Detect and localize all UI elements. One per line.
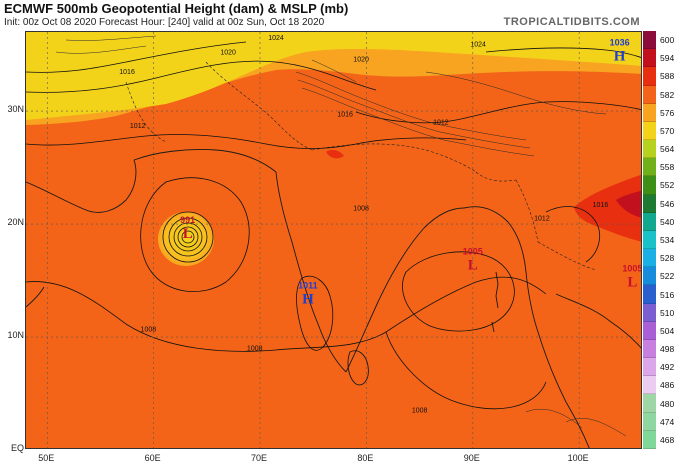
colorbar-swatch (643, 103, 656, 122)
pressure-center-value: 1011 (298, 280, 318, 290)
forecast-subtitle: Init: 00z Oct 08 2020 Forecast Hour: [24… (4, 17, 325, 28)
isobar-label: 1024 (470, 42, 486, 49)
colorbar-swatch (643, 31, 656, 50)
height-field-570 (26, 32, 641, 120)
cyclone-height-anomaly (158, 212, 214, 266)
colorbar-label: 576 (660, 107, 675, 118)
colorbar-swatch (643, 194, 656, 213)
colorbar-swatch (643, 321, 656, 340)
longitude-label: 90E (463, 453, 480, 463)
colorbar-swatch (643, 121, 656, 141)
political-borders (125, 61, 597, 271)
colorbar-label: 480 (660, 398, 675, 409)
isobars (26, 41, 641, 410)
chart-title: ECMWF 500mb Geopotential Height (dam) & … (4, 1, 349, 16)
colorbar-label: 486 (660, 380, 675, 391)
colorbar-label: 504 (660, 325, 675, 336)
colorbar-label: 558 (660, 162, 675, 173)
cyclone-isobars (162, 211, 214, 263)
isobar-label: 1016 (337, 112, 353, 119)
pressure-center-value: 991 (180, 215, 195, 225)
isobar-labels: 1016 1020 1024 1020 1024 1016 1012 1012 1008 1008… (119, 35, 608, 415)
colorbar-swatch (643, 85, 656, 104)
high-pressure-symbol: H (614, 49, 626, 65)
isobar-label: 1008 (353, 205, 369, 212)
low-pressure-symbol: L (183, 226, 193, 242)
colorbar-swatch (643, 212, 656, 231)
longitude-label: 70E (251, 453, 268, 463)
colorbar-swatch (643, 285, 656, 304)
colorbar-label: 594 (660, 53, 675, 64)
colorbar-label: 528 (660, 253, 675, 264)
colorbar-swatch (643, 394, 656, 413)
colorbar-swatch (643, 267, 656, 286)
isobar-label: 1012 (130, 123, 146, 130)
isobar-label: 1024 (268, 35, 284, 42)
high-pressure-symbol: H (302, 291, 314, 307)
isobar-label: 1008 (247, 346, 263, 353)
colorbar-swatch (643, 430, 656, 449)
isobar-label: 1008 (141, 326, 157, 333)
terrain-contours (55, 35, 627, 437)
isobar-label: 1008 (412, 408, 428, 415)
colorbar-swatch (643, 376, 656, 395)
colorbar-label: 510 (660, 307, 675, 318)
latitude-label: 20N (7, 217, 24, 228)
colorbar-label: 582 (660, 89, 675, 100)
low-pressure-symbol: L (468, 258, 478, 274)
latitude-label: 30N (7, 104, 24, 115)
colorbar-label: 534 (660, 235, 675, 245)
colorbar-label: 552 (660, 180, 675, 191)
pressure-center-value: 1005 (622, 264, 642, 274)
colorbar-swatch (643, 158, 656, 177)
latitude-label: EQ (10, 443, 24, 453)
colorbar-label: 600 (660, 35, 675, 46)
brand-label: TROPICALTIDBITS.COM (503, 16, 640, 28)
isobar-label: 1020 (353, 56, 369, 63)
colorbar-label: 516 (660, 289, 675, 300)
isobar-label: 1016 (593, 202, 609, 209)
colorbar-swatch (643, 49, 656, 68)
isobar-label: 1012 (534, 216, 550, 223)
forecast-map[interactable]: 1016 1020 1024 1020 1024 1016 1012 1012 1008 1008… (25, 31, 642, 449)
colorbar-swatch (643, 230, 656, 250)
colorbar-label: 540 (660, 216, 675, 227)
colorbar-swatch (643, 176, 656, 195)
longitude-label: 60E (144, 453, 161, 463)
colorbar-swatch (643, 140, 656, 159)
colorbar-label: 498 (660, 344, 675, 355)
colorbar-swatch (643, 358, 656, 377)
height-field-588-east (574, 174, 641, 242)
colorbar-label: 588 (660, 71, 675, 82)
colorbar-label: 522 (660, 271, 675, 282)
colorbar-label: 564 (660, 144, 675, 155)
colorbar-swatch (643, 412, 656, 431)
height-field-588-patch (326, 149, 344, 159)
colorbar-swatch (643, 67, 656, 86)
isobar-label: 1020 (220, 50, 236, 57)
low-pressure-symbol: L (627, 275, 637, 291)
colorbar-swatch (643, 303, 656, 322)
isobar-label: 1012 (433, 120, 449, 127)
colorbar-label: 492 (660, 362, 675, 373)
colorbar-swatch (643, 339, 656, 359)
colorbar-label: 468 (660, 434, 675, 445)
longitude-label: 100E (567, 453, 589, 463)
pressure-center-value: 1036 (610, 38, 630, 48)
colorbar-label: 546 (660, 198, 675, 209)
coastlines (26, 149, 641, 448)
colorbar-label: 474 (660, 416, 675, 427)
colorbar-label: 570 (660, 125, 675, 136)
height-colorbar: 600 594 588 582 576 570 564 558 552 546 540 534 528 5… (643, 31, 680, 449)
pressure-center-value: 1005 (463, 247, 483, 257)
map-canvas: 1016 1020 1024 1020 1024 1016 1012 1012 1008 1008… (26, 32, 642, 448)
latitude-label: 10N (7, 330, 24, 341)
longitude-label: 80E (357, 453, 374, 463)
height-field-594-east (616, 190, 641, 218)
colorbar-swatch (643, 249, 656, 268)
isobar-label: 1016 (119, 69, 135, 76)
longitude-label: 50E (38, 453, 55, 463)
